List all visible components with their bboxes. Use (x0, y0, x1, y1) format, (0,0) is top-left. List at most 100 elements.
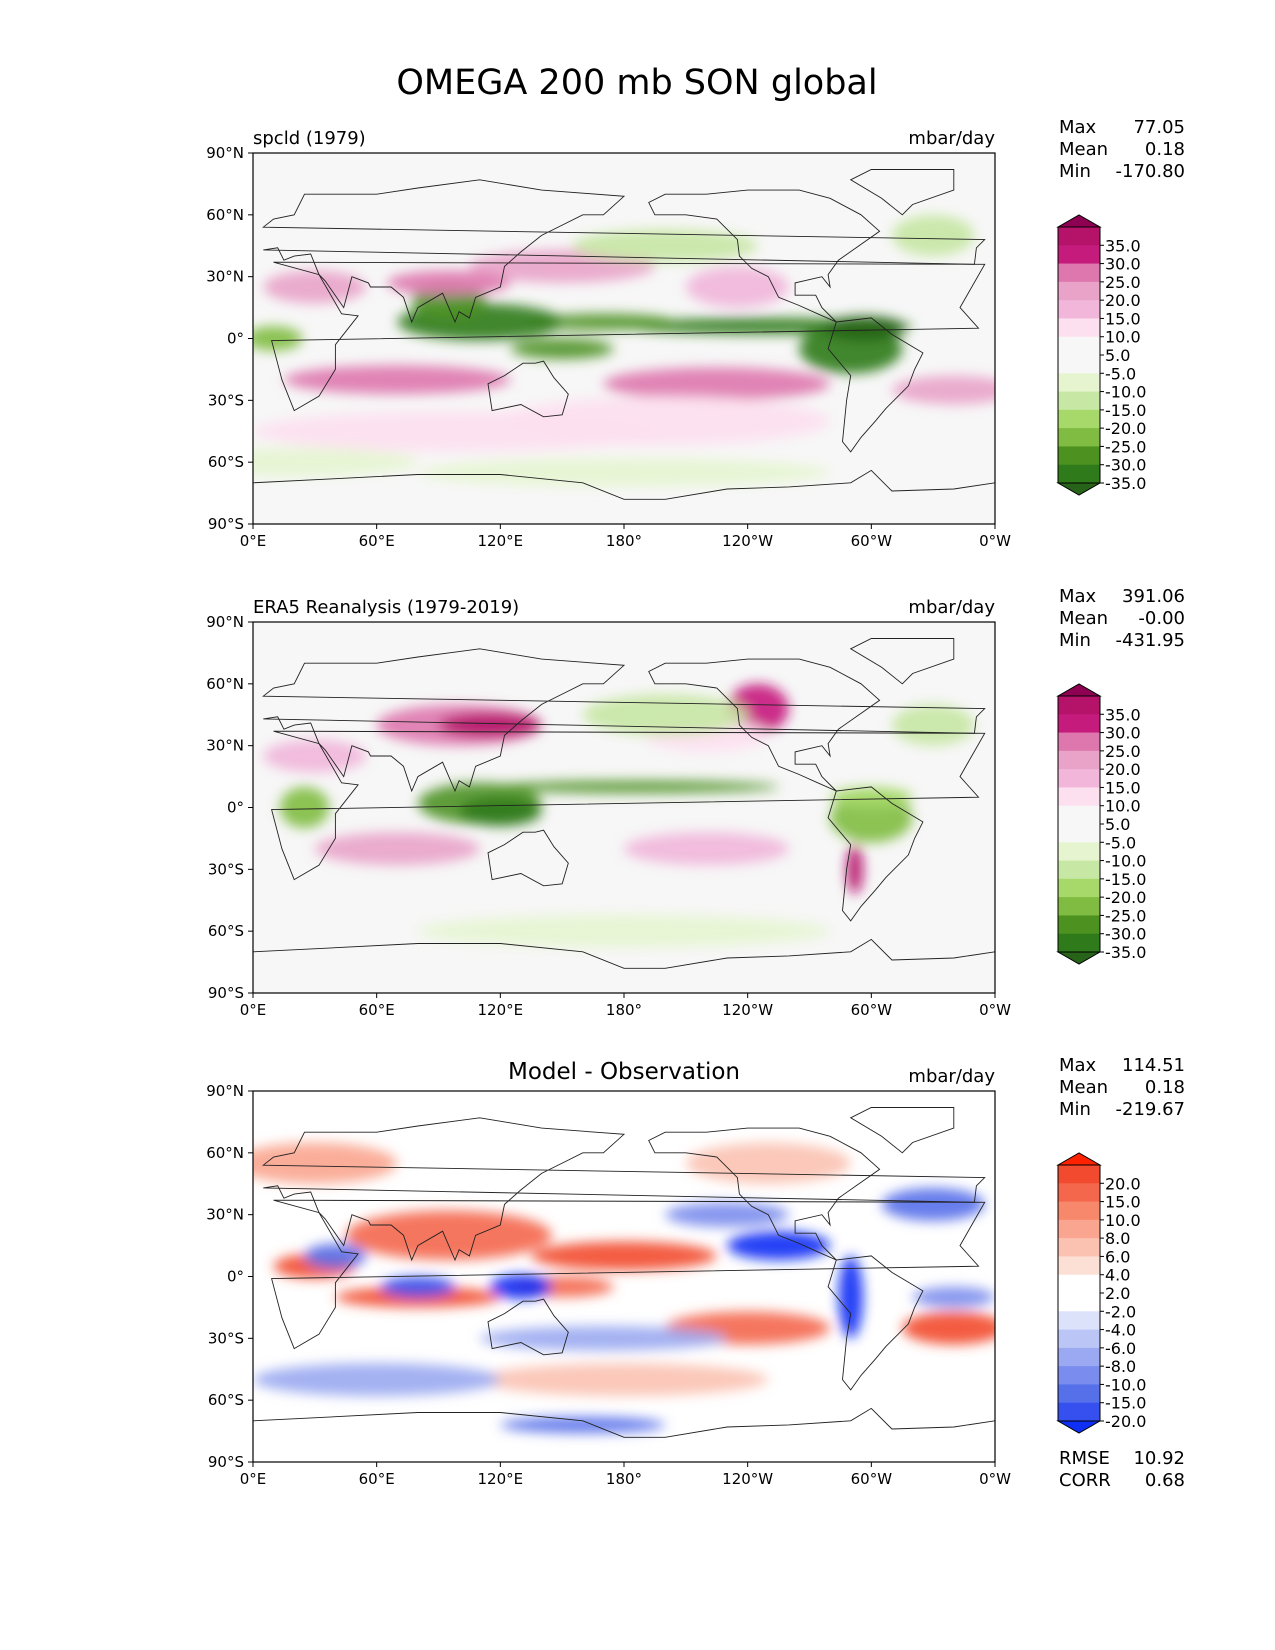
y-tick-label: 90°S (208, 1453, 244, 1471)
colorbar-label: 30.0 (1105, 724, 1141, 743)
colorbar-segment (1058, 318, 1100, 337)
colorbar-segment (1058, 1256, 1100, 1275)
y-tick-label: 90°S (208, 984, 244, 1002)
colorbar-label: -6.0 (1105, 1339, 1136, 1358)
colorbar-label: 4.0 (1105, 1266, 1130, 1285)
colorbar-segment (1058, 392, 1100, 411)
colorbar-label: -2.0 (1105, 1302, 1136, 1321)
x-tick-label: 120°E (478, 1001, 524, 1019)
colorbar-segment (1058, 282, 1100, 301)
stat-label: Max (1059, 117, 1097, 138)
colorbar-extend-bottom (1058, 1421, 1100, 1433)
metric-label: CORR (1059, 1470, 1111, 1491)
colorbar-segment (1058, 337, 1100, 356)
colorbar-segment (1058, 355, 1100, 374)
stat-value: 0.18 (1145, 1077, 1185, 1098)
map-field (253, 622, 995, 993)
colorbar-segment (1058, 1293, 1100, 1312)
colorbar-segment (1058, 879, 1100, 898)
colorbar-label: -10.0 (1105, 1375, 1146, 1394)
y-tick-label: 0° (227, 1268, 244, 1286)
y-tick-label: 0° (227, 330, 244, 348)
field-blob (511, 339, 614, 360)
colorbar-label: -20.0 (1105, 419, 1146, 438)
colorbar-label: 5.0 (1105, 815, 1130, 834)
colorbar-segment (1058, 428, 1100, 447)
colorbar-label: -4.0 (1105, 1321, 1136, 1340)
y-tick-label: 90°N (206, 1082, 244, 1100)
stat-label: Max (1059, 586, 1097, 607)
x-tick-label: 180° (606, 1001, 642, 1019)
y-tick-label: 60°S (208, 453, 244, 471)
colorbar-label: 20.0 (1105, 760, 1141, 779)
units-label: mbar/day (908, 128, 995, 149)
colorbar-extend-bottom (1058, 483, 1100, 495)
colorbar: 35.030.025.020.015.010.05.0-5.0-10.0-15.… (1058, 684, 1146, 964)
colorbar-extend-top (1058, 215, 1100, 227)
field-blob (624, 832, 789, 865)
field-blob (913, 1287, 995, 1308)
colorbar-label: -30.0 (1105, 456, 1146, 475)
x-tick-label: 60°W (851, 1001, 893, 1019)
figure: OMEGA 200 mb SON global spcld (1979) mbar… (0, 0, 1275, 1650)
x-tick-label: 120°E (478, 532, 524, 550)
stat-label: Mean (1059, 139, 1108, 160)
map-field (171, 153, 1016, 524)
colorbar-segment (1058, 465, 1100, 484)
x-tick-label: 180° (606, 532, 642, 550)
stat-value: -219.67 (1116, 1099, 1185, 1120)
stat-value: 0.18 (1145, 139, 1185, 160)
field-blob (305, 1244, 367, 1269)
y-tick-label: 60°N (206, 206, 244, 224)
colorbar-label: 5.0 (1105, 346, 1130, 365)
colorbar-label: 15.0 (1105, 778, 1141, 797)
metric-value: 0.68 (1145, 1470, 1185, 1491)
panel-2: ERA5 Reanalysis (1979-2019) mbar/day 0°E 60… (206, 586, 1185, 1019)
colorbar-segment (1058, 915, 1100, 934)
colorbar-label: 25.0 (1105, 742, 1141, 761)
y-tick-label: 60°N (206, 1144, 244, 1162)
y-tick-label: 60°S (208, 922, 244, 940)
field-blob (418, 915, 830, 948)
colorbar-segment (1058, 806, 1100, 825)
panel-title: ERA5 Reanalysis (1979-2019) (253, 597, 519, 618)
field-blob (892, 215, 974, 256)
colorbar-label: -25.0 (1105, 906, 1146, 925)
field-blob (381, 1277, 455, 1298)
field-blob (418, 458, 830, 487)
y-tick-label: 90°N (206, 613, 244, 631)
stat-label: Mean (1059, 1077, 1108, 1098)
colorbar-segment (1058, 1311, 1100, 1330)
x-tick-label: 0°W (979, 1470, 1011, 1488)
field-blob (253, 1363, 500, 1396)
y-tick-label: 30°S (208, 860, 244, 878)
colorbar-segment (1058, 245, 1100, 264)
colorbar-label: 20.0 (1105, 1174, 1141, 1193)
colorbar-segment (1058, 1330, 1100, 1349)
metric-label: RMSE (1059, 1448, 1110, 1469)
y-tick-label: 30°N (206, 1206, 244, 1224)
field-blob (387, 270, 511, 295)
colorbar-segment (1058, 264, 1100, 283)
colorbar-label: -8.0 (1105, 1357, 1136, 1376)
field-blob (603, 367, 830, 400)
x-tick-label: 120°E (478, 1470, 524, 1488)
colorbar-label: -10.0 (1105, 852, 1146, 871)
colorbar-label: 15.0 (1105, 1193, 1141, 1212)
stat-value: 114.51 (1122, 1055, 1185, 1076)
x-tick-label: 60°W (851, 532, 893, 550)
x-tick-label: 120°W (722, 532, 773, 550)
panel-1: spcld (1979) mbar/day 0°E 60°E 120°E 180° 120°… (171, 117, 1185, 550)
field-blob (531, 1241, 717, 1270)
colorbar-segment (1058, 373, 1100, 392)
colorbar: 35.030.025.020.015.010.05.0-5.0-10.0-15.… (1058, 215, 1146, 495)
field-blob (459, 797, 541, 826)
colorbar-segment (1058, 714, 1100, 733)
stat-label: Min (1059, 161, 1091, 182)
field-blob (686, 1143, 851, 1184)
colorbar-label: -10.0 (1105, 383, 1146, 402)
field-blob (490, 1274, 552, 1299)
colorbar-label: -20.0 (1105, 1412, 1146, 1431)
colorbar-segment (1058, 1202, 1100, 1221)
colorbar-label: -5.0 (1105, 833, 1136, 852)
